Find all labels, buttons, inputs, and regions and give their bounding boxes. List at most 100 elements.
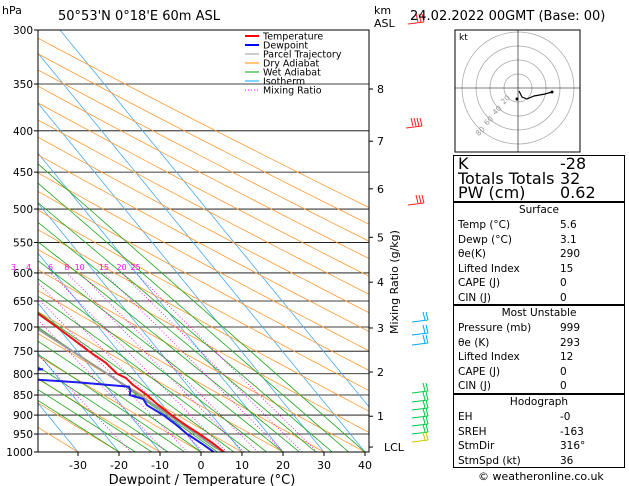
wind-barb-flag [422, 399, 426, 409]
mu-row: Lifted Index 12 [454, 350, 624, 365]
wet-adiabat-line [38, 326, 218, 452]
datetime-label: 24.02.2022 00GMT (Base: 00) [410, 9, 606, 24]
index-value: 32 [560, 168, 581, 188]
temperature-tick-label: 20 [276, 459, 290, 472]
hodograph-point [515, 97, 519, 101]
pressure-tick-label: 500 [13, 204, 33, 216]
dry-adiabat-line [38, 248, 369, 433]
wind-barb-shaft [407, 202, 425, 206]
km-tick-label: 5 [377, 231, 384, 244]
temperature-tick-label: 10 [235, 459, 249, 472]
dry-adiabat-line [38, 402, 120, 452]
mixing-ratio-axis-label: Mixing Ratio (g/kg) [388, 230, 401, 334]
row-label: CIN (J) [458, 380, 491, 392]
pressure-unit-label: hPa [2, 4, 22, 17]
temperature-tick-label: 30 [317, 459, 331, 472]
location-label: 50°53'N 0°18'E 60m ASL [58, 9, 220, 24]
isotherm-line [38, 102, 325, 452]
mixing-ratio-labels: 12346810152025 [11, 263, 141, 272]
dry-adiabat-line [38, 190, 369, 371]
dry-adiabat-line [38, 85, 369, 259]
km-tick-label: 1 [377, 410, 384, 423]
wind-barb-shaft [411, 390, 429, 394]
pressure-tick-label: 900 [13, 410, 33, 422]
legend-label: Temperature [262, 32, 323, 43]
dry-adiabat-line [38, 355, 202, 452]
mixing-ratio-value-label: 4 [26, 263, 31, 272]
wet-adiabat-line [38, 278, 267, 452]
row-label: StmSpd (kt) [458, 454, 521, 467]
row-label: Temp (°C) [458, 219, 511, 231]
surface-title: Surface [518, 204, 559, 216]
row-label: CAPE (J) [458, 277, 501, 289]
wind-barb-shaft [411, 423, 429, 427]
pressure-tick-label: 350 [13, 79, 33, 91]
legend-label: Parcel Trajectory [263, 50, 342, 61]
wet-adiabat-line [38, 340, 202, 452]
mu-row: CIN (J) 0 [454, 379, 624, 394]
wind-barb-flag [425, 311, 429, 321]
surface-row: Dewp (°C) 3.1 [454, 233, 624, 248]
wind-barb-flag [416, 117, 420, 127]
hodograph-box: Hodograph EH -0 SREH -163 StmDir 316° StmSp… [453, 394, 625, 468]
wind-barb-flag [421, 13, 425, 23]
wind-barb-flag [422, 334, 426, 344]
hodograph-trace [518, 90, 553, 100]
isotherm-line [38, 52, 366, 452]
wind-barb-shaft [405, 125, 423, 129]
surface-row: Temp (°C) 5.6 [454, 218, 624, 233]
wet-adiabat-line [38, 182, 349, 452]
hodograph-point [550, 90, 554, 94]
most-unstable-title: Most Unstable [501, 307, 577, 319]
row-value: 3.1 [560, 233, 577, 246]
pressure-tick-label: 750 [13, 346, 33, 358]
wind-barb-flag [410, 117, 414, 127]
wind-barb-shaft [411, 399, 429, 403]
wind-barb [411, 311, 429, 323]
dry-adiabat-line [38, 172, 369, 352]
row-label: θe (K) [458, 336, 490, 349]
km-axis: 8 7 6 5 4 3 2 1 LCL [369, 83, 405, 454]
dry-adiabat-line [38, 102, 369, 277]
asl-label: ASL [374, 17, 395, 30]
dry-adiabat-line [38, 269, 366, 452]
pressure-tick-label: 1000 [6, 447, 33, 459]
row-value: 5.6 [560, 219, 577, 231]
mixing-ratio-value-label: 15 [99, 263, 109, 272]
dewpoint-line [38, 367, 215, 452]
row-value: 0 [560, 380, 567, 392]
wind-barb [411, 431, 429, 443]
wind-barb-shaft [411, 319, 429, 323]
dry-adiabat-line [38, 53, 369, 225]
surface-box: Surface Temp (°C) 5.6 Dewp (°C) 3.1 θe(K) 2… [453, 202, 625, 305]
wind-barb-flag [421, 194, 425, 204]
legend-label: Dry Adiabat [263, 59, 320, 70]
wind-barb-flag [422, 391, 426, 401]
wind-barb-shaft [411, 431, 429, 435]
wet-adiabat-line [38, 295, 251, 452]
row-value: 316° [560, 440, 586, 452]
wind-barb-flag [418, 194, 422, 204]
wind-barb-flag [425, 399, 429, 409]
dry-adiabat-line [38, 37, 369, 208]
wet-adiabat-line [38, 202, 333, 452]
mixing-ratio-value-label: 3 [11, 263, 16, 272]
mixing-ratio-line [121, 272, 303, 452]
temperature-tick-label: -30 [69, 459, 87, 472]
temperature-tick-label: -20 [110, 459, 128, 472]
row-value: 0 [560, 277, 567, 289]
mixing-ratio-line [38, 297, 188, 452]
temperature-axis: -30 -20 -10 0 10 20 30 40 [69, 452, 372, 472]
isotherm-line [38, 252, 202, 452]
pressure-tick-label: 600 [13, 268, 33, 280]
row-label: SREH [458, 425, 487, 438]
row-label: Dewp (°C) [458, 233, 512, 246]
index-label: K [458, 154, 469, 173]
wet-adiabat-line [38, 377, 153, 452]
row-value: 999 [560, 322, 581, 334]
index-row: PW (cm) 0.62 [454, 185, 624, 201]
wind-barb-flag [425, 382, 429, 392]
pressure-tick-label: 450 [13, 167, 33, 179]
pressure-tick-label: 300 [13, 25, 33, 37]
